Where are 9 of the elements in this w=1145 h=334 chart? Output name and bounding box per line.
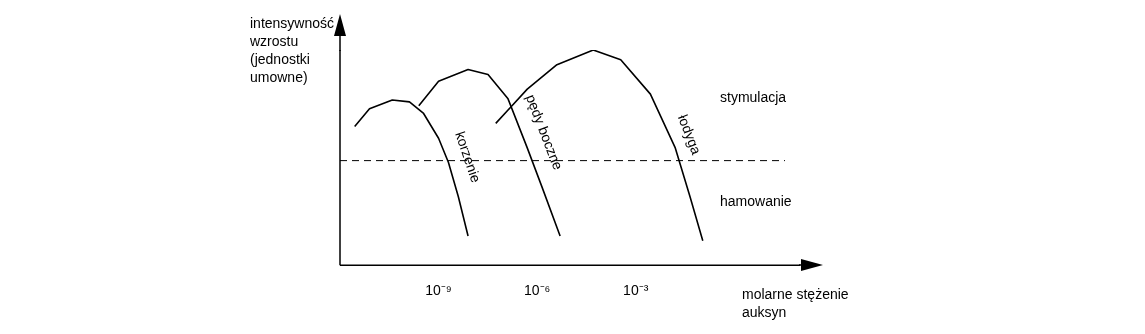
text: łodyga [674, 112, 705, 157]
annotation: stymulacja [720, 89, 787, 106]
x-tick-label: 10⁻³ [623, 282, 649, 299]
x-tick-label: 10⁻⁶ [523, 282, 551, 299]
x-axis-title: molarne stężenie auksyn [742, 285, 850, 321]
text: pędy boczne [522, 92, 567, 173]
y-axis-title: intensywność wzrostu (jednostki umowne) [250, 14, 336, 86]
annotation: hamowanie [720, 193, 792, 210]
x-tick-label: 10⁻⁹ [425, 282, 452, 299]
